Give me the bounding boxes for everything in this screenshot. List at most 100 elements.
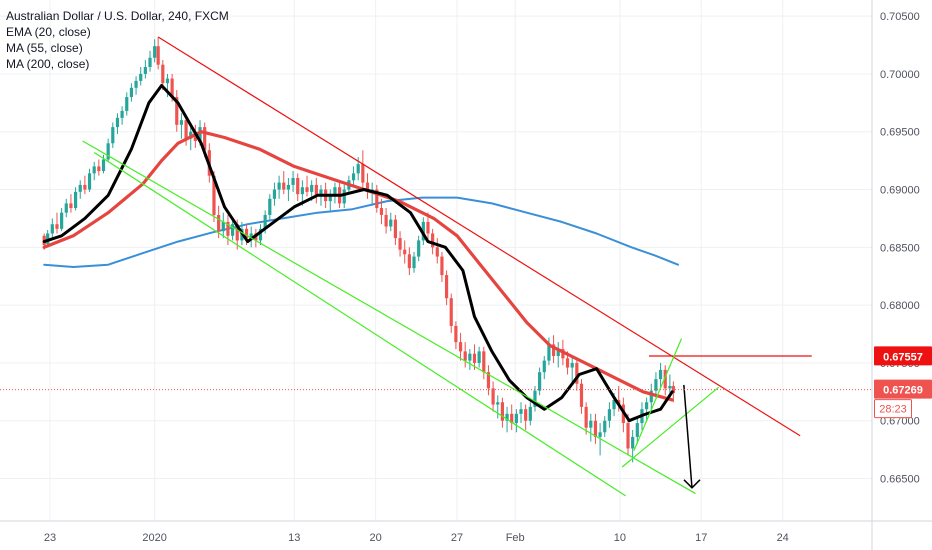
- x-tick-label: 13: [288, 532, 300, 544]
- x-tick-label: 10: [614, 532, 626, 544]
- candle-body: [106, 143, 110, 160]
- candle-body: [524, 409, 528, 421]
- candle: [658, 362, 663, 389]
- ma200-line: [43, 196, 679, 268]
- candle-body: [463, 351, 467, 361]
- candle: [449, 293, 453, 333]
- candle-body: [60, 212, 64, 229]
- candle: [472, 344, 477, 370]
- trendline-green-channel-upper: [82, 140, 696, 495]
- candle-body: [649, 390, 653, 403]
- ma200-layer: [43, 196, 679, 268]
- candle: [584, 402, 588, 435]
- chart-legend: Australian Dollar / U.S. Dollar, 240, FX…: [6, 8, 229, 72]
- candle-body: [654, 379, 658, 391]
- candle-body: [603, 420, 607, 433]
- candle-body: [356, 164, 360, 174]
- legend-title: Australian Dollar / U.S. Dollar, 240, FX…: [6, 9, 229, 23]
- candle-body: [612, 399, 616, 410]
- candle: [296, 173, 300, 202]
- candle-body: [263, 214, 267, 229]
- candle-body: [482, 351, 486, 373]
- candle-body: [120, 110, 124, 118]
- candle-body: [496, 402, 500, 405]
- candle-body: [134, 80, 138, 88]
- candle: [477, 346, 481, 368]
- candle: [412, 251, 416, 273]
- candle-body: [221, 221, 225, 232]
- candle: [463, 342, 467, 368]
- candle-body: [426, 221, 430, 234]
- candle-body: [658, 369, 663, 380]
- candle-body: [129, 87, 134, 98]
- candle: [291, 171, 295, 192]
- candle: [379, 198, 384, 225]
- price-label: 28:23: [874, 399, 912, 419]
- candle: [496, 395, 500, 419]
- candle-body: [440, 256, 444, 276]
- price-labels: 0.67557 0.67269 28:23: [874, 346, 932, 419]
- candle: [258, 224, 263, 246]
- x-tick-label: Feb: [506, 532, 525, 544]
- candle: [417, 235, 421, 262]
- candle-body: [668, 386, 672, 389]
- candle-body: [351, 173, 356, 181]
- candle: [328, 189, 332, 213]
- candle: [579, 379, 584, 414]
- candle: [435, 238, 439, 264]
- candle-body: [393, 219, 398, 239]
- candle-body: [500, 402, 505, 421]
- candle-body: [491, 388, 495, 405]
- candle: [272, 182, 277, 206]
- candle-body: [69, 203, 73, 209]
- candle-body: [64, 203, 68, 213]
- candle: [389, 212, 393, 232]
- candle-body: [328, 194, 332, 202]
- candle-body: [203, 127, 207, 151]
- candle-body: [477, 351, 481, 363]
- candle: [175, 90, 179, 132]
- y-tick-label: 0.68000: [880, 300, 920, 312]
- candle-body: [547, 344, 551, 361]
- candle: [533, 386, 537, 412]
- candle: [268, 194, 272, 220]
- candle-body: [635, 423, 639, 437]
- candle-body: [92, 166, 96, 174]
- y-tick-label: 0.66500: [880, 474, 920, 486]
- candle: [153, 39, 157, 63]
- candle-body: [551, 344, 556, 357]
- candle-body: [300, 187, 304, 195]
- y-tick-label: 0.68500: [880, 242, 920, 254]
- legend-ema20: EMA (20, close): [6, 25, 91, 39]
- candle: [384, 208, 388, 234]
- candle: [342, 184, 346, 209]
- candle: [514, 409, 518, 433]
- candle-body: [519, 409, 523, 414]
- candle-body: [398, 238, 402, 250]
- candle-body: [412, 256, 416, 269]
- candle: [50, 218, 54, 239]
- candle: [286, 177, 291, 202]
- candle-body: [626, 423, 630, 449]
- price-label-bg: [874, 346, 932, 366]
- candle: [92, 161, 96, 181]
- trendline-red-channel-top: [157, 36, 801, 437]
- candle-body: [258, 228, 263, 241]
- candle-body: [111, 127, 115, 144]
- candle: [444, 270, 449, 306]
- candle: [635, 416, 639, 444]
- candle: [491, 381, 495, 412]
- candle-body: [538, 372, 542, 391]
- candle-body: [431, 233, 435, 248]
- y-tick-label: 0.67000: [880, 416, 920, 428]
- price-label: 0.67557: [874, 346, 932, 366]
- candle: [519, 402, 523, 424]
- candle: [106, 138, 110, 162]
- candle: [440, 251, 444, 283]
- ema20-line: [42, 84, 674, 423]
- candle: [125, 92, 129, 116]
- candle-body: [663, 369, 667, 389]
